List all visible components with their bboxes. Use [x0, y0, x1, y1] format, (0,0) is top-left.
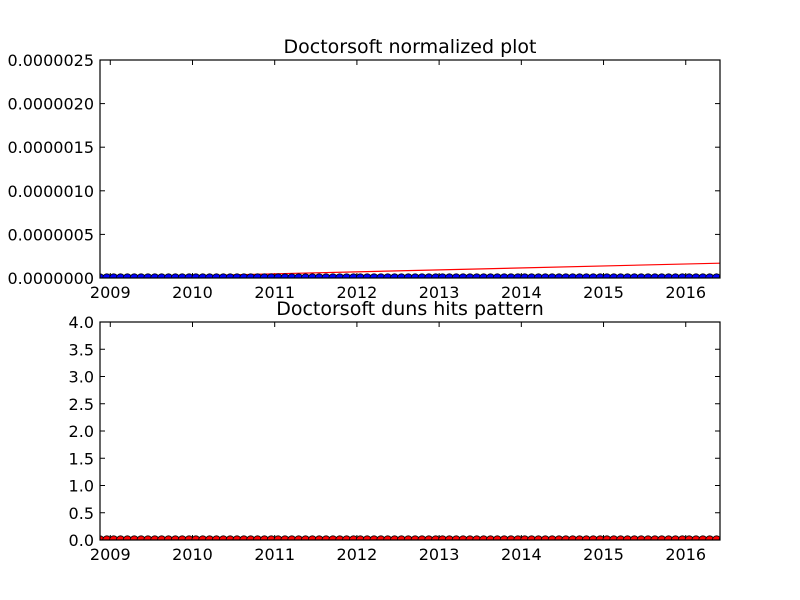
- y-tick-label: 3.0: [69, 368, 94, 387]
- plot-area: [100, 535, 720, 540]
- x-tick-label: 2009: [90, 545, 131, 564]
- y-tick-label: 2.0: [69, 422, 94, 441]
- y-tick-label: 1.5: [69, 449, 94, 468]
- x-tick-label: 2012: [337, 545, 378, 564]
- y-tick-label: 0.0000000: [7, 269, 94, 288]
- x-tick-label: 2016: [665, 283, 706, 302]
- y-tick-label: 0.0: [69, 531, 94, 550]
- x-tick-label: 2011: [254, 545, 295, 564]
- y-tick-label: 1.0: [69, 477, 94, 496]
- x-tick-label: 2010: [172, 545, 213, 564]
- x-tick-label: 2015: [583, 283, 624, 302]
- y-tick-label: 0.0000020: [7, 95, 94, 114]
- x-tick-label: 2014: [501, 545, 542, 564]
- x-tick-label: 2013: [419, 283, 460, 302]
- y-tick-label: 0.0000005: [7, 225, 94, 244]
- normalized-chart: Doctorsoft normalized plot 0.0000000 0.00…: [7, 36, 721, 302]
- x-tick-label: 2013: [419, 545, 460, 564]
- x-tick-label: 2010: [172, 283, 213, 302]
- x-tick-label: 2014: [501, 283, 542, 302]
- duns-hits-chart: Doctorsoft duns hits pattern 0.0 0.5 1.0 1.…: [69, 298, 721, 564]
- y-tick-label: 0.0000015: [7, 138, 94, 157]
- x-tick-label: 2009: [90, 283, 131, 302]
- chart-title: Doctorsoft duns hits pattern: [276, 298, 544, 320]
- x-tick-label: 2016: [665, 545, 706, 564]
- x-tick-label: 2012: [337, 283, 378, 302]
- y-tick-label: 0.5: [69, 504, 94, 523]
- axes-frame: [99, 321, 721, 541]
- x-tick-label: 2015: [583, 545, 624, 564]
- chart-title: Doctorsoft normalized plot: [284, 36, 537, 58]
- x-tick-label: 2011: [254, 283, 295, 302]
- y-tick-label: 4.0: [69, 313, 94, 332]
- y-tick-label: 0.0000010: [7, 182, 94, 201]
- y-tick-label: 0.0000025: [7, 51, 94, 70]
- y-tick-label: 2.5: [69, 395, 94, 414]
- axes-frame: [99, 59, 721, 279]
- y-tick-label: 3.5: [69, 340, 94, 359]
